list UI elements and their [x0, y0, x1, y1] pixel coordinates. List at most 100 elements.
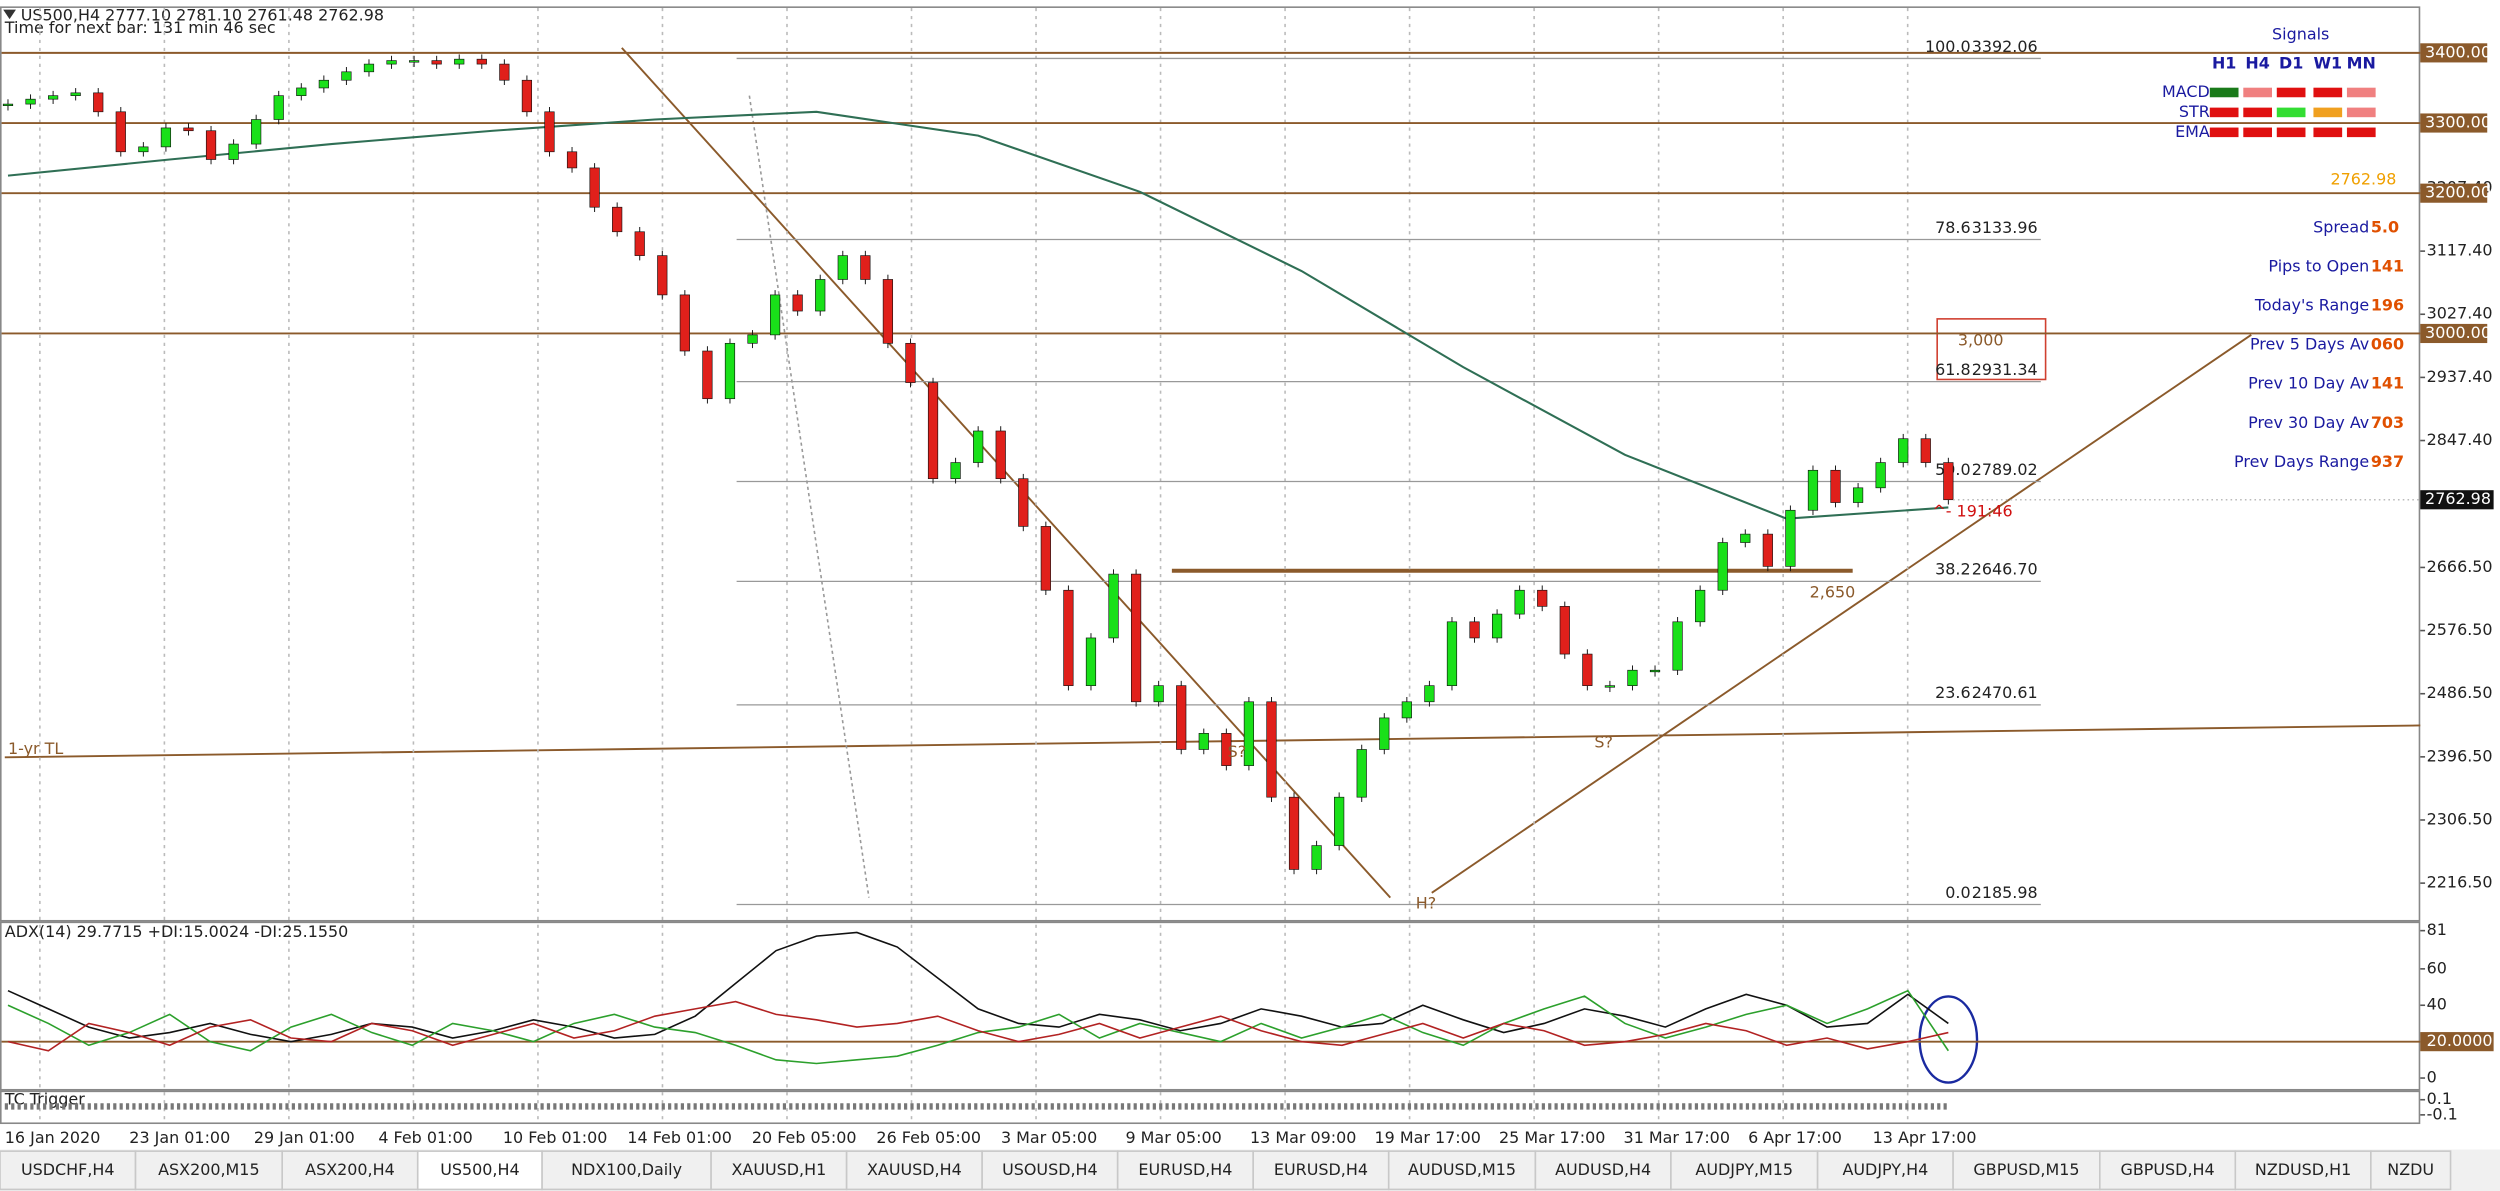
collapse-icon[interactable] [3, 9, 16, 20]
candle [1807, 469, 1819, 511]
tab-label[interactable]: EURUSD,H4 [1274, 1160, 1368, 1179]
tab-label[interactable]: USOUSD,H4 [1002, 1160, 1098, 1179]
candle [1559, 606, 1570, 655]
x-tick-label: 23 Jan 01:00 [129, 1128, 230, 1147]
tab[interactable] [1816, 1150, 1954, 1191]
tab-label[interactable]: ASX200,H4 [305, 1160, 395, 1179]
x-tick-label: 26 Feb 05:00 [876, 1128, 981, 1147]
tab[interactable] [710, 1150, 848, 1191]
signal-cell [2243, 127, 2272, 138]
tab[interactable] [981, 1150, 1119, 1191]
annotation: 3,000 [1958, 331, 2004, 350]
candle [837, 255, 848, 280]
signal-cell [2313, 87, 2343, 98]
fib-level: 61.8 [1935, 360, 1971, 379]
fib-price: 2789.02 [1972, 460, 2038, 479]
x-tick-label: 9 Mar 05:00 [1125, 1128, 1221, 1147]
tab-label[interactable]: AUDUSD,M15 [1408, 1160, 1516, 1179]
candle [273, 95, 284, 120]
tab-label[interactable]: USDCHF,H4 [21, 1160, 115, 1179]
candle [1288, 796, 1300, 870]
info-value: 5.0 [2371, 217, 2399, 236]
tab-label[interactable]: AUDJPY,M15 [1695, 1160, 1793, 1179]
tab[interactable] [281, 1150, 419, 1191]
tab-label[interactable]: GBPUSD,M15 [1973, 1160, 2079, 1179]
annotation: 2,650 [1810, 583, 1856, 602]
signal-row: EMA [2175, 122, 2210, 141]
candle [566, 151, 578, 169]
candle [499, 63, 510, 81]
tab[interactable] [2099, 1150, 2237, 1191]
y-tick-label: 2847.40 [2427, 430, 2493, 449]
candle [1356, 749, 1367, 798]
candle [1243, 701, 1255, 766]
signal-column: H4 [2245, 53, 2269, 72]
tab-label[interactable]: GBPUSD,H4 [2120, 1160, 2214, 1179]
candle [476, 58, 487, 65]
y-tick-label: 2396.50 [2427, 746, 2493, 765]
tab-label[interactable]: XAUUSD,H1 [731, 1160, 826, 1179]
fib-price: 2646.70 [1972, 560, 2038, 579]
candle [1852, 487, 1864, 503]
adx-tick-label: 60 [2427, 958, 2447, 977]
info-value: 937 [2371, 452, 2404, 471]
tab-label[interactable]: NDX100,Daily [571, 1160, 682, 1179]
candle [521, 79, 533, 113]
fib-price: 3392.06 [1972, 37, 2038, 56]
candle [205, 130, 217, 160]
candle [544, 111, 555, 153]
tab-label[interactable]: US500,H4 [440, 1160, 519, 1179]
info-value: 703 [2371, 413, 2404, 432]
candle [431, 60, 442, 65]
y-tick-label: 2576.50 [2427, 620, 2493, 639]
tab-label[interactable]: AUDJPY,H4 [1842, 1160, 1928, 1179]
tab[interactable] [2234, 1150, 2372, 1191]
candle [905, 342, 916, 383]
tab-label[interactable]: NZDUSD,H1 [2255, 1160, 2351, 1179]
tab[interactable] [1952, 1150, 2101, 1191]
moving-average [7, 110, 1949, 520]
tab[interactable] [1252, 1150, 1390, 1191]
fib-level: 23.6 [1935, 683, 1971, 702]
tab-label[interactable]: NZDU [2387, 1160, 2434, 1179]
candle [183, 127, 194, 132]
adx-frame [0, 921, 2421, 1091]
level-label: 3400.00 [2425, 42, 2491, 61]
adx-line [7, 989, 1949, 1065]
candle [1582, 653, 1593, 686]
info-value: 196 [2371, 296, 2404, 315]
candle [724, 342, 736, 400]
level-box [2420, 323, 2488, 344]
level-box [2420, 183, 2488, 203]
tab[interactable] [2370, 1150, 2452, 1191]
adx-line [7, 931, 1949, 1043]
tab-label[interactable]: ASX200,M15 [158, 1160, 259, 1179]
tab[interactable] [1534, 1150, 1672, 1191]
candle [1266, 701, 1277, 798]
tab[interactable] [0, 1150, 137, 1191]
candle [1672, 621, 1683, 671]
price-box [2420, 490, 2494, 510]
tab-label[interactable]: XAUUSD,H4 [867, 1160, 962, 1179]
candle [927, 382, 939, 480]
candle [1198, 733, 1209, 750]
trigger-tick-label: 0.1 [2427, 1089, 2452, 1108]
tab-label[interactable]: AUDUSD,H4 [1555, 1160, 1651, 1179]
info-label: Pips to Open [2268, 257, 2369, 276]
candle [1401, 701, 1412, 719]
y-tick-label: 3027.40 [2427, 304, 2493, 323]
signal-cell [2346, 127, 2376, 138]
x-tick-label: 29 Jan 01:00 [254, 1128, 355, 1147]
tab[interactable] [1116, 1150, 1254, 1191]
info-label: Spread [2313, 217, 2369, 236]
signal-column: H1 [2212, 53, 2236, 72]
signal-column: MN [2347, 53, 2376, 72]
tab[interactable] [845, 1150, 983, 1191]
candle [1830, 469, 1841, 503]
tab[interactable] [134, 1150, 284, 1191]
candle [1717, 542, 1728, 591]
tab-label[interactable]: EURUSD,H4 [1138, 1160, 1232, 1179]
dotted-line [748, 95, 870, 898]
tab[interactable] [1387, 1150, 1537, 1191]
